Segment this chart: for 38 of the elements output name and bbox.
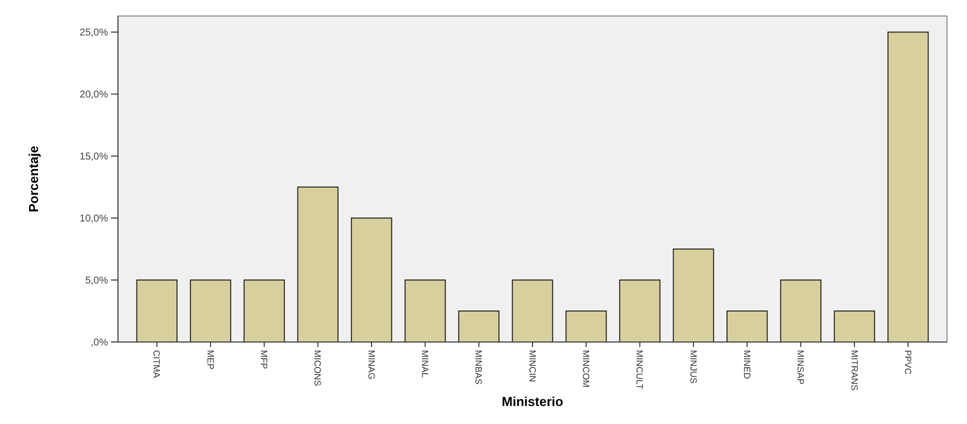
- x-tick-label: MINCOM: [581, 350, 592, 388]
- y-tick-label: ,0%: [90, 338, 108, 348]
- x-tick-label: MINED: [742, 350, 752, 380]
- x-tick-label: PPVC: [902, 350, 913, 376]
- x-tick-label: MEP: [205, 350, 216, 370]
- bar: [887, 32, 929, 342]
- y-tick-label: 15,0%: [80, 152, 108, 163]
- bar: [350, 218, 392, 342]
- x-tick-label: MICONS: [312, 350, 323, 386]
- y-tick-label: 10,0%: [80, 214, 108, 225]
- x-tick-label: MFP: [259, 350, 270, 369]
- x-tick-label: MINSAP: [796, 350, 806, 385]
- x-tick-label: MINCIN: [527, 350, 538, 382]
- x-tick-label: MINBAS: [474, 350, 484, 385]
- bar: [244, 280, 285, 342]
- x-tick-label: MINAG: [366, 350, 376, 380]
- x-tick-label: MINAL: [420, 350, 430, 378]
- bar: [672, 248, 714, 342]
- bar: [566, 310, 607, 342]
- x-tick-label: MITRANS: [849, 350, 860, 390]
- bar: [190, 280, 232, 342]
- bar: [458, 310, 500, 342]
- y-tick-label: 5,0%: [85, 276, 108, 287]
- bar: [726, 310, 768, 342]
- bar: [834, 310, 876, 342]
- bar: [512, 280, 554, 342]
- y-axis-title: Porcentaje: [26, 146, 41, 212]
- bar: [404, 280, 446, 342]
- y-tick-label: 20,0%: [80, 90, 108, 101]
- bar: [297, 186, 338, 342]
- x-axis-title: Ministerio: [502, 394, 564, 409]
- bar: [619, 280, 660, 342]
- x-tick-label: MINJUS: [688, 350, 698, 384]
- y-tick-label: 25,0%: [80, 28, 108, 39]
- bar: [136, 280, 178, 342]
- bar: [780, 280, 822, 342]
- x-tick-label: MINCULT: [634, 350, 645, 390]
- x-tick-label: CITMA: [152, 350, 162, 378]
